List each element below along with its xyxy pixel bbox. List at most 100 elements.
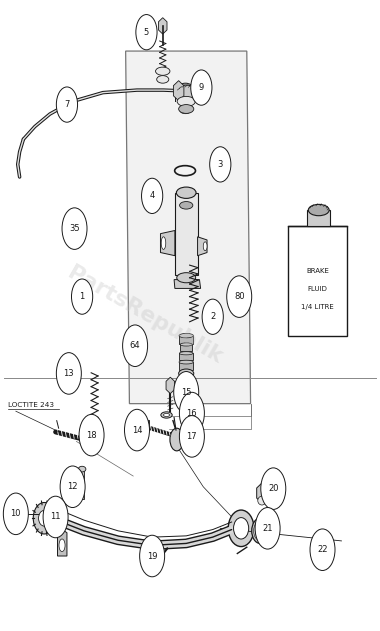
Ellipse shape	[38, 510, 50, 526]
Circle shape	[227, 276, 252, 317]
Circle shape	[210, 147, 231, 182]
Bar	[179, 353, 193, 360]
Text: 15: 15	[181, 388, 192, 397]
Text: 1: 1	[79, 292, 85, 301]
Ellipse shape	[228, 510, 254, 546]
Circle shape	[261, 468, 286, 509]
Circle shape	[310, 529, 335, 570]
Text: 5: 5	[144, 28, 149, 37]
Circle shape	[125, 410, 149, 451]
Text: FLUID: FLUID	[308, 286, 328, 292]
Text: 11: 11	[50, 512, 61, 521]
Bar	[179, 362, 193, 370]
Text: 19: 19	[147, 551, 157, 560]
Bar	[307, 210, 330, 226]
Ellipse shape	[59, 539, 65, 551]
Text: 18: 18	[86, 430, 97, 440]
Circle shape	[179, 392, 204, 434]
Circle shape	[71, 279, 93, 314]
Circle shape	[191, 70, 212, 105]
Text: 20: 20	[268, 484, 279, 493]
Ellipse shape	[78, 466, 86, 472]
Circle shape	[62, 208, 87, 249]
Text: LOCTITE 243: LOCTITE 243	[8, 402, 54, 408]
Ellipse shape	[308, 204, 329, 216]
Text: 9: 9	[199, 83, 204, 92]
Circle shape	[170, 428, 184, 451]
Text: 14: 14	[132, 425, 142, 435]
Bar	[175, 192, 198, 274]
Ellipse shape	[180, 100, 191, 105]
Bar	[80, 471, 84, 499]
Circle shape	[174, 372, 199, 413]
Ellipse shape	[176, 187, 196, 198]
Text: 1/4 LITRE: 1/4 LITRE	[301, 304, 334, 310]
Text: 21: 21	[262, 524, 273, 533]
Polygon shape	[198, 237, 207, 256]
Circle shape	[43, 496, 68, 538]
Ellipse shape	[179, 105, 194, 114]
Text: 2: 2	[210, 312, 215, 321]
Polygon shape	[174, 280, 201, 288]
Ellipse shape	[180, 108, 191, 114]
Circle shape	[179, 416, 204, 457]
Bar	[180, 345, 192, 351]
Ellipse shape	[234, 517, 249, 539]
Ellipse shape	[179, 333, 193, 338]
Ellipse shape	[178, 377, 194, 387]
Ellipse shape	[180, 343, 192, 346]
Text: BRAKE: BRAKE	[306, 268, 329, 274]
Ellipse shape	[177, 83, 193, 95]
Ellipse shape	[179, 351, 193, 355]
Ellipse shape	[252, 518, 268, 543]
Text: 3: 3	[218, 160, 223, 169]
Ellipse shape	[175, 85, 198, 99]
Ellipse shape	[179, 369, 194, 378]
Circle shape	[56, 87, 78, 122]
Ellipse shape	[147, 560, 157, 574]
Ellipse shape	[203, 242, 207, 251]
Text: 80: 80	[234, 292, 245, 301]
Text: PartsRepublik: PartsRepublik	[64, 263, 225, 368]
Text: 22: 22	[317, 545, 328, 554]
Circle shape	[139, 535, 165, 577]
Bar	[288, 226, 347, 336]
Circle shape	[56, 353, 81, 394]
Circle shape	[255, 507, 280, 549]
Circle shape	[141, 178, 163, 213]
Text: 17: 17	[187, 432, 197, 441]
Ellipse shape	[180, 201, 193, 209]
Text: 7: 7	[64, 100, 70, 109]
Polygon shape	[160, 230, 175, 256]
Circle shape	[60, 466, 85, 507]
Text: 13: 13	[63, 369, 74, 378]
Ellipse shape	[255, 524, 264, 538]
Circle shape	[79, 415, 104, 456]
Ellipse shape	[258, 496, 266, 505]
Text: 64: 64	[130, 341, 141, 350]
Ellipse shape	[33, 502, 55, 534]
Ellipse shape	[179, 93, 192, 101]
Circle shape	[202, 299, 223, 334]
Circle shape	[3, 493, 28, 534]
Ellipse shape	[317, 543, 325, 554]
Text: 4: 4	[149, 191, 155, 201]
Ellipse shape	[177, 273, 196, 283]
Ellipse shape	[157, 76, 169, 83]
Text: 10: 10	[11, 509, 21, 518]
Text: 35: 35	[69, 224, 80, 233]
Circle shape	[123, 325, 147, 367]
Ellipse shape	[163, 413, 169, 416]
Text: 16: 16	[187, 409, 197, 418]
Ellipse shape	[179, 360, 193, 364]
Bar	[179, 336, 193, 345]
Circle shape	[136, 15, 157, 50]
Polygon shape	[57, 526, 67, 556]
Text: 12: 12	[67, 482, 78, 492]
Ellipse shape	[313, 538, 328, 559]
Ellipse shape	[161, 412, 172, 418]
Ellipse shape	[161, 237, 166, 249]
Ellipse shape	[177, 97, 195, 107]
Ellipse shape	[155, 67, 170, 75]
Polygon shape	[126, 51, 250, 404]
